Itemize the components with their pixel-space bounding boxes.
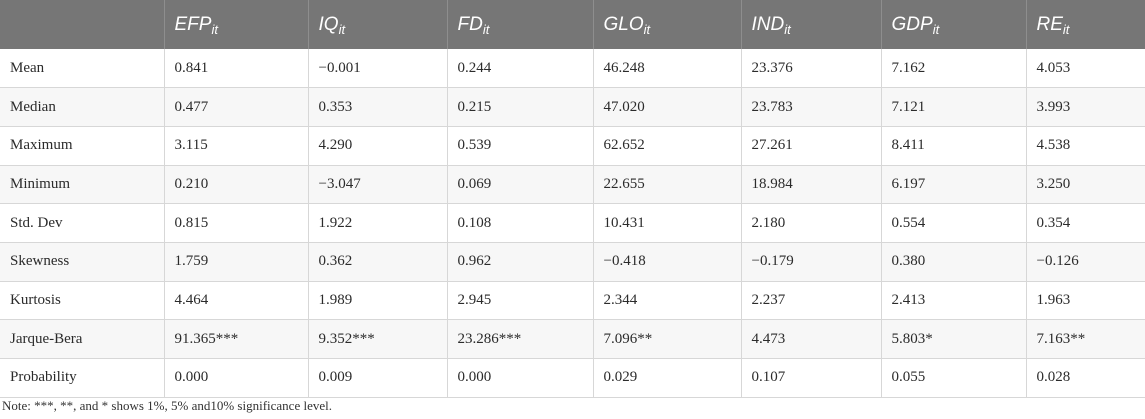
table-cell: 7.163**	[1025, 319, 1145, 359]
table-row: Probability 0.000 0.009 0.000 0.029 0.107 0.05…	[0, 358, 1145, 398]
row-label-cell: Jarque-Bera	[0, 319, 164, 359]
table-cell: 46.248	[592, 49, 741, 89]
table-cell: 0.815	[163, 203, 308, 243]
table-cell: 0.554	[880, 203, 1026, 243]
table-cell: 4.464	[163, 281, 308, 321]
header-cell-fd: FDit	[446, 0, 593, 49]
table-cell: 5.803*	[880, 319, 1026, 359]
row-label-cell: Median	[0, 87, 164, 127]
header-cell-ind: INDit	[740, 0, 881, 49]
table-cell: 7.162	[880, 49, 1026, 89]
table-cell: 47.020	[592, 87, 741, 127]
table-cell: 62.652	[592, 126, 741, 166]
table-cell: 0.107	[740, 358, 881, 398]
header-cell-efp: EFPit	[163, 0, 308, 49]
row-label-cell: Mean	[0, 49, 164, 89]
row-label-cell: Probability	[0, 358, 164, 398]
row-label-cell: Kurtosis	[0, 281, 164, 321]
table-cell: 1.759	[163, 242, 308, 282]
table-cell: −0.179	[740, 242, 881, 282]
table-cell: 4.290	[307, 126, 447, 166]
table-cell: 10.431	[592, 203, 741, 243]
table-cell: 18.984	[740, 165, 881, 205]
header-cell-re: REit	[1025, 0, 1145, 49]
table-cell: 8.411	[880, 126, 1026, 166]
table-cell: 6.197	[880, 165, 1026, 205]
table-cell: 2.237	[740, 281, 881, 321]
table-cell: 3.993	[1025, 87, 1145, 127]
table-cell: 2.344	[592, 281, 741, 321]
table-cell: 0.028	[1025, 358, 1145, 398]
table-cell: 0.354	[1025, 203, 1145, 243]
table-row: Median 0.477 0.353 0.215 47.020 23.783 7.121 3.…	[0, 87, 1145, 127]
table-cell: −0.001	[307, 49, 447, 89]
table-cell: 0.353	[307, 87, 447, 127]
table-cell: −0.418	[592, 242, 741, 282]
table-cell: 0.962	[446, 242, 593, 282]
table-cell: 3.115	[163, 126, 308, 166]
row-label-cell: Maximum	[0, 126, 164, 166]
table-cell: 7.121	[880, 87, 1026, 127]
table-cell: 1.922	[307, 203, 447, 243]
row-label-cell: Minimum	[0, 165, 164, 205]
table-cell: 1.963	[1025, 281, 1145, 321]
table-cell: 4.538	[1025, 126, 1145, 166]
table-cell: 0.841	[163, 49, 308, 89]
table-cell: 0.539	[446, 126, 593, 166]
table-cell: 4.473	[740, 319, 881, 359]
table-cell: 23.783	[740, 87, 881, 127]
table-cell: 2.413	[880, 281, 1026, 321]
table-cell: 0.055	[880, 358, 1026, 398]
table-body: Mean 0.841 −0.001 0.244 46.248 23.376 7.162 4.0…	[0, 49, 1145, 398]
header-cell-gdp: GDPit	[880, 0, 1026, 49]
row-label-cell: Std. Dev	[0, 203, 164, 243]
header-cell-iq: IQit	[307, 0, 447, 49]
table-row: Minimum 0.210 −3.047 0.069 22.655 18.984 6.197…	[0, 165, 1145, 205]
table-cell: 0.000	[446, 358, 593, 398]
table-cell: 0.215	[446, 87, 593, 127]
table-cell: −0.126	[1025, 242, 1145, 282]
table-cell: 0.244	[446, 49, 593, 89]
table-header-row: EFPit IQit FDit GLOit INDit GDPit REit	[0, 0, 1145, 49]
table-row: Skewness 1.759 0.362 0.962 −0.418 −0.179 0.380…	[0, 242, 1145, 282]
table-cell: 2.945	[446, 281, 593, 321]
table-cell: 4.053	[1025, 49, 1145, 89]
descriptive-statistics-table: EFPit IQit FDit GLOit INDit GDPit REit M…	[0, 0, 1145, 398]
table-note: Note: ***, **, and * shows 1%, 5% and10%…	[2, 398, 332, 413]
table-cell: 22.655	[592, 165, 741, 205]
table-cell: 0.362	[307, 242, 447, 282]
table-row: Std. Dev 0.815 1.922 0.108 10.431 2.180 0.554 0…	[0, 203, 1145, 243]
row-label-cell: Skewness	[0, 242, 164, 282]
table-row: Maximum 3.115 4.290 0.539 62.652 27.261 8.411 4…	[0, 126, 1145, 166]
table-cell: 23.286***	[446, 319, 593, 359]
table-cell: 2.180	[740, 203, 881, 243]
table-cell: 91.365***	[163, 319, 308, 359]
table-cell: −3.047	[307, 165, 447, 205]
table-cell: 9.352***	[307, 319, 447, 359]
table-cell: 7.096**	[592, 319, 741, 359]
table-cell: 0.108	[446, 203, 593, 243]
table-cell: 27.261	[740, 126, 881, 166]
table-cell: 0.210	[163, 165, 308, 205]
table-row: Kurtosis 4.464 1.989 2.945 2.344 2.237 2.413 1.…	[0, 281, 1145, 321]
table-cell: 0.029	[592, 358, 741, 398]
table-cell: 0.380	[880, 242, 1026, 282]
table-cell: 3.250	[1025, 165, 1145, 205]
table-row: Jarque-Bera 91.365*** 9.352*** 23.286*** 7.0…	[0, 319, 1145, 359]
header-cell-blank	[0, 0, 164, 49]
table-cell: 0.069	[446, 165, 593, 205]
table-cell: 0.477	[163, 87, 308, 127]
header-cell-glo: GLOit	[592, 0, 741, 49]
table-row: Mean 0.841 −0.001 0.244 46.248 23.376 7.162 4.0…	[0, 49, 1145, 89]
table-cell: 0.009	[307, 358, 447, 398]
table-cell: 23.376	[740, 49, 881, 89]
table-cell: 1.989	[307, 281, 447, 321]
table-cell: 0.000	[163, 358, 308, 398]
